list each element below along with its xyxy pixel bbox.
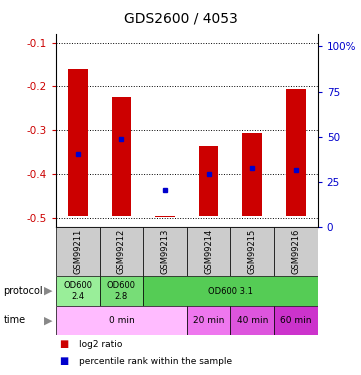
- Bar: [230, 227, 274, 276]
- Text: GSM99213: GSM99213: [161, 228, 170, 274]
- Text: GDS2600 / 4053: GDS2600 / 4053: [123, 11, 238, 25]
- Bar: [100, 227, 143, 276]
- Text: ▶: ▶: [44, 286, 52, 296]
- Bar: [187, 227, 230, 276]
- Bar: [274, 306, 318, 334]
- Text: 20 min: 20 min: [193, 316, 224, 325]
- Text: ■: ■: [60, 356, 69, 366]
- Text: 60 min: 60 min: [280, 316, 312, 325]
- Bar: [56, 227, 100, 276]
- Text: ▶: ▶: [44, 315, 52, 326]
- Text: OD600 3.1: OD600 3.1: [208, 286, 253, 296]
- Bar: [230, 306, 274, 334]
- Text: GSM99216: GSM99216: [291, 228, 300, 274]
- Bar: [112, 98, 131, 216]
- Text: GSM99212: GSM99212: [117, 229, 126, 274]
- Bar: [274, 227, 318, 276]
- Bar: [56, 306, 187, 334]
- Bar: [68, 69, 88, 216]
- Text: OD600
2.4: OD600 2.4: [63, 281, 92, 301]
- Bar: [187, 306, 230, 334]
- Text: protocol: protocol: [4, 286, 43, 296]
- Text: GSM99211: GSM99211: [73, 229, 82, 274]
- Text: time: time: [4, 315, 26, 326]
- Bar: [143, 276, 318, 306]
- Text: percentile rank within the sample: percentile rank within the sample: [79, 357, 232, 366]
- Bar: [155, 216, 175, 217]
- Bar: [143, 227, 187, 276]
- Text: ■: ■: [60, 339, 69, 349]
- Text: GSM99214: GSM99214: [204, 229, 213, 274]
- Bar: [286, 88, 306, 216]
- Bar: [100, 276, 143, 306]
- Bar: [243, 132, 262, 216]
- Text: 40 min: 40 min: [236, 316, 268, 325]
- Text: log2 ratio: log2 ratio: [79, 340, 123, 349]
- Bar: [199, 146, 218, 216]
- Text: OD600
2.8: OD600 2.8: [107, 281, 136, 301]
- Text: GSM99215: GSM99215: [248, 229, 257, 274]
- Bar: [56, 276, 100, 306]
- Text: 0 min: 0 min: [109, 316, 134, 325]
